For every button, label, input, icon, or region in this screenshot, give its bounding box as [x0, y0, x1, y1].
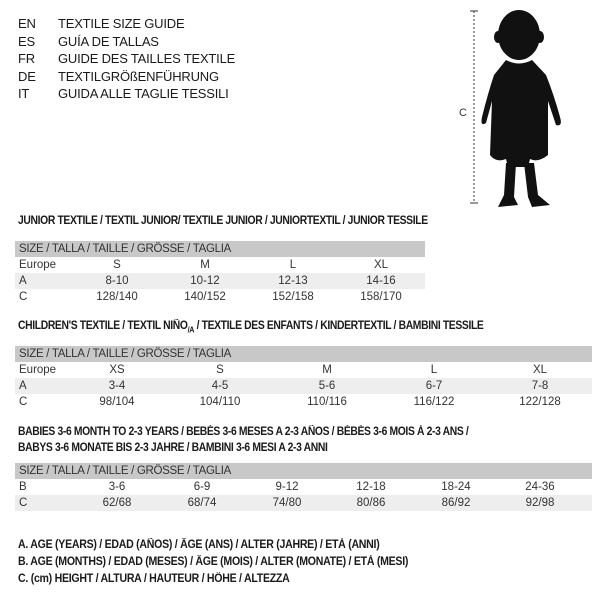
table-cell: S [113, 259, 121, 271]
table-cell: 98/104 [99, 396, 135, 408]
table-cell: 104/110 [199, 396, 241, 408]
table-cell: /A [187, 325, 195, 335]
child-silhouette-icon [470, 10, 561, 207]
table-cell: 3-6 [108, 481, 126, 493]
table-cell: S [216, 364, 224, 376]
table-cell: 68/74 [187, 497, 217, 509]
table-cell: L [289, 259, 297, 271]
table-header: SIZE / TALLA / TAILLE / GRÖSSE / TAGLIA [15, 463, 592, 479]
table-row: Europe XS S M L XL [15, 362, 592, 378]
guide-title: GUIDE DES TAILLES TEXTILE [58, 51, 236, 66]
children-size-table: SIZE / TALLA / TAILLE / GRÖSSE / TAGLIA … [15, 346, 592, 410]
table-cell: 110/116 [307, 396, 347, 408]
table-cell: 5-6 [318, 380, 336, 392]
table-cell: 6-9 [193, 481, 211, 493]
row-label: C [19, 497, 28, 509]
table-cell: 80/86 [356, 497, 386, 509]
table-cell: 9-12 [275, 481, 299, 493]
row-label: Europe [19, 364, 57, 376]
table-cell: 116/122 [413, 396, 455, 408]
table-cell: 7-8 [531, 380, 549, 392]
row-label: Europe [19, 259, 57, 271]
lang-code: DE [18, 68, 36, 84]
table-header: SIZE / TALLA / TAILLE / GRÖSSE / TAGLIA [15, 241, 425, 257]
table-cell: 24-36 [525, 481, 555, 493]
language-codes: EN ES FR DE IT [18, 15, 36, 103]
table-cell: XS [109, 364, 125, 376]
row-label: A [19, 275, 27, 287]
babies-section-title-2: BABYS 3-6 MONATE BIS 2-3 JAHRE / BAMBINI… [18, 442, 328, 454]
guide-title: GUÍA DE TALLAS [58, 33, 159, 49]
table-row: Europe S M L XL [15, 257, 425, 273]
table-row: B 3-6 6-9 9-12 12-18 18-24 24-36 [15, 479, 592, 495]
table-cell: 62/68 [102, 497, 132, 509]
table-cell: 12-13 [278, 275, 308, 287]
table-row: C 128/140 140/152 152/158 158/170 [15, 289, 425, 305]
table-cell: 3-4 [108, 380, 126, 392]
babies-section-title-1: BABIES 3-6 MONTH TO 2-3 YEARS / BEBÉS 3-… [18, 426, 469, 438]
junior-size-table: SIZE / TALLA / TAILLE / GRÖSSE / TAGLIA … [15, 241, 425, 305]
guide-title: TEXTILGRÖßENFÜHRUNG [58, 68, 219, 84]
height-label: C [459, 107, 467, 119]
table-cell: 18-24 [441, 481, 471, 493]
row-label: C [19, 396, 28, 408]
row-label: B [19, 481, 27, 493]
table-cell: 14-16 [366, 275, 396, 287]
table-cell: 12-18 [356, 481, 386, 493]
table-cell: 4-5 [211, 380, 229, 392]
table-cell: M [322, 364, 332, 376]
table-cell: 158/170 [360, 291, 402, 303]
legend-a: A. AGE (YEARS) / EDAD (AÑOS) / ÂGE (ANS)… [18, 539, 380, 551]
table-cell: M [200, 259, 210, 271]
lang-code: IT [18, 86, 30, 101]
row-label: A [19, 380, 27, 392]
table-cell: 8-10 [105, 275, 129, 287]
table-cell: 152/158 [272, 291, 314, 303]
table-cell: 92/98 [525, 497, 555, 509]
children-section-title: CHILDREN'S TEXTILE / TEXTIL NIÑO/A / TEX… [18, 320, 484, 335]
table-row: C 98/104 104/110 110/116 116/122 122/128 [15, 394, 592, 410]
table-cell: XL [373, 259, 389, 271]
table-row: A 3-4 4-5 5-6 6-7 7-8 [15, 378, 592, 394]
lang-code: ES [18, 33, 35, 49]
table-cell: 128/140 [96, 291, 138, 303]
table-cell: 74/80 [272, 497, 302, 509]
table-cell: XL [532, 364, 548, 376]
table-cell: 140/152 [184, 291, 226, 303]
lang-code: EN [18, 16, 36, 31]
table-row: C 62/68 68/74 74/80 80/86 86/92 92/98 [15, 495, 592, 511]
table-cell: CHILDREN'S TEXTILE / TEXTIL NIÑO [18, 320, 188, 332]
table-row: A 8-10 10-12 12-13 14-16 [15, 273, 425, 289]
legend-b: B. AGE (MONTHS) / EDAD (MESES) / ÂGE (MO… [18, 556, 409, 568]
guide-title: TEXTILE SIZE GUIDE [58, 16, 185, 31]
junior-section-title: JUNIOR TEXTILE / TEXTIL JUNIOR/ TEXTILE … [18, 215, 428, 227]
row-label: C [19, 291, 28, 303]
guide-titles: TEXTILE SIZE GUIDE GUÍA DE TALLAS GUIDE … [58, 15, 235, 103]
babies-size-table: SIZE / TALLA / TAILLE / GRÖSSE / TAGLIA … [15, 463, 592, 511]
table-cell: L [430, 364, 438, 376]
guide-title: GUIDA ALLE TAGLIE TESSILI [58, 86, 229, 101]
table-header: SIZE / TALLA / TAILLE / GRÖSSE / TAGLIA [15, 346, 592, 362]
legend-c: C. (cm) HEIGHT / ALTURA / HAUTEUR / HÖHE… [18, 573, 290, 585]
table-cell: 10-12 [190, 275, 220, 287]
table-cell: 122/128 [519, 396, 561, 408]
table-cell: 86/92 [441, 497, 471, 509]
table-cell: / TEXTILE DES ENFANTS / KINDERTEXTIL / B… [194, 320, 484, 332]
table-cell: 6-7 [425, 380, 443, 392]
lang-code: FR [18, 51, 35, 66]
